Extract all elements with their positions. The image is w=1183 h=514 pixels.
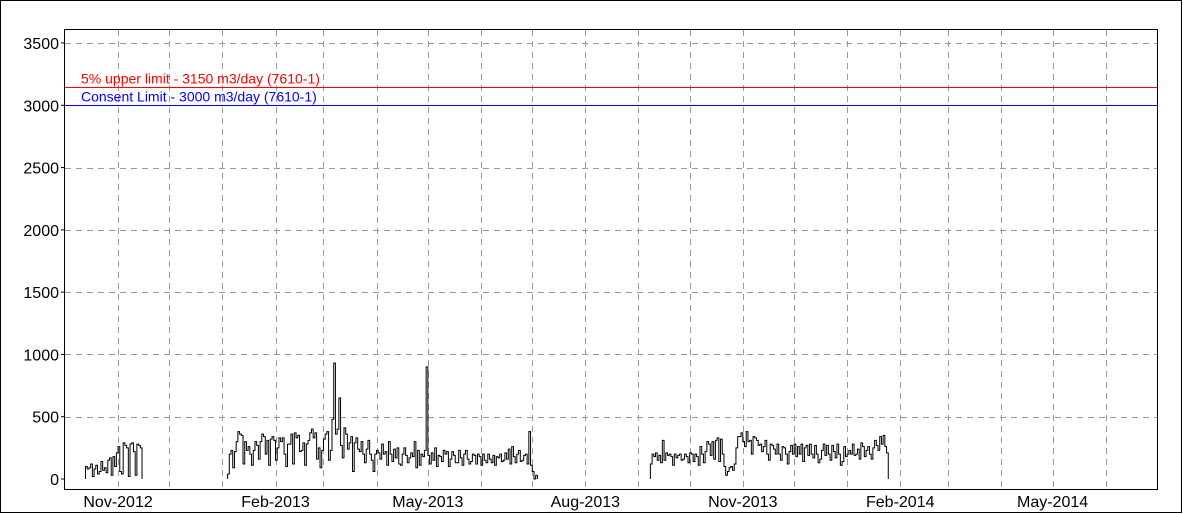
reference-lines: 5% upper limit - 3150 m3/day (7610-1) Con… bbox=[65, 71, 1157, 106]
x-tick-label: Nov-2013 bbox=[708, 494, 777, 511]
x-tick-label: Feb-2013 bbox=[241, 494, 310, 511]
y-tick-label: 2000 bbox=[23, 223, 59, 240]
y-tick-label: 1000 bbox=[23, 347, 59, 364]
axes: 0 500 1000 1500 2000 2500 3000 3500 Nov-2012 Feb-… bbox=[23, 36, 1088, 511]
y-tick-label: 2500 bbox=[23, 161, 59, 178]
x-tick-label: May-2014 bbox=[1017, 494, 1088, 511]
plot-area-border bbox=[64, 29, 1158, 490]
series-line bbox=[649, 431, 889, 479]
x-tick-label: Aug-2013 bbox=[551, 494, 620, 511]
reference-line-label: 5% upper limit - 3150 m3/day (7610-1) bbox=[81, 71, 320, 87]
series-line bbox=[227, 362, 538, 480]
x-tick-label: Feb-2014 bbox=[866, 494, 935, 511]
x-tick-label: May-2013 bbox=[392, 494, 463, 511]
series-line bbox=[85, 442, 143, 479]
data-series bbox=[85, 362, 889, 480]
reference-line-label: Consent Limit - 3000 m3/day (7610-1) bbox=[81, 89, 317, 105]
y-tick-label: 500 bbox=[32, 410, 59, 427]
x-tick-label: Nov-2012 bbox=[83, 494, 152, 511]
y-tick-label: 3000 bbox=[23, 98, 59, 115]
y-tick-label: 1500 bbox=[23, 285, 59, 302]
y-tick-label: 0 bbox=[50, 472, 59, 489]
y-tick-label: 3500 bbox=[23, 36, 59, 53]
